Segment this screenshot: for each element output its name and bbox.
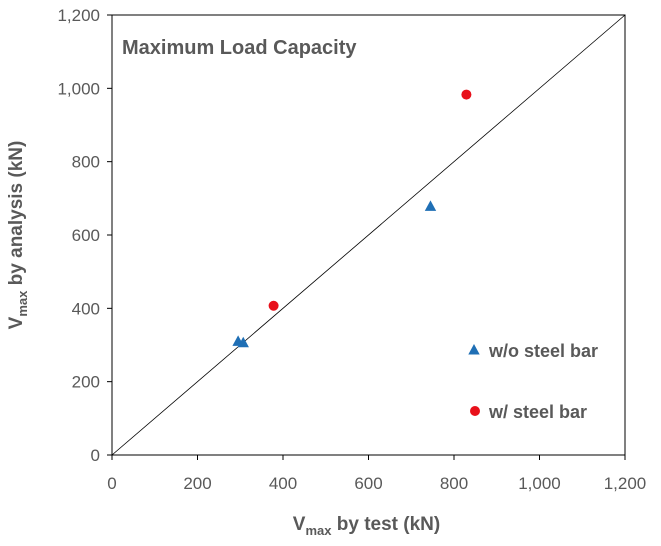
reference-line-1to1: [111, 14, 626, 456]
x-axis-title-subscript: max: [305, 523, 332, 538]
y-tick-label: 200: [72, 373, 100, 392]
legend-label-without-steel-bar: w/o steel bar: [488, 341, 598, 361]
legend-label-with-steel-bar: w/ steel bar: [488, 402, 587, 422]
x-tick-label: 1,200: [604, 474, 647, 493]
data-point-without-steel-bar: [424, 200, 437, 211]
y-tick-label: 0: [91, 446, 100, 465]
x-axis-title: Vmax by test (kN): [293, 514, 440, 538]
x-tick-label: 200: [183, 474, 211, 493]
x-axis-title-rest: by test (kN): [331, 514, 440, 535]
legend-marker-triangle: [468, 344, 480, 355]
x-tick-label: 600: [354, 474, 382, 493]
x-axis-title-main: V: [293, 514, 306, 535]
y-axis-title: Vmax by analysis (kN): [6, 141, 30, 330]
y-tick-label: 400: [72, 299, 100, 318]
x-tick-label: 400: [269, 474, 297, 493]
x-tick-label: 1,000: [518, 474, 561, 493]
y-axis-title-rest: by analysis (kN): [6, 141, 27, 291]
x-tick-label: 0: [107, 474, 116, 493]
y-tick-label: 1,000: [57, 79, 100, 98]
legend-marker-circle: [470, 406, 480, 416]
legend: w/o steel bar w/ steel bar: [468, 341, 598, 422]
y-axis-title-main: V: [6, 316, 27, 329]
data-point-without-steel-bar: [237, 336, 249, 348]
data-point-with-steel-bar: [461, 89, 472, 100]
x-tick-label: 800: [440, 474, 468, 493]
chart-title: Maximum Load Capacity: [122, 37, 357, 59]
y-tick-label: 600: [72, 226, 100, 245]
y-axis-title-subscript: max: [15, 290, 30, 317]
y-tick-label: 1,200: [57, 6, 100, 25]
y-tick-label: 800: [72, 153, 100, 172]
data-point-with-steel-bar: [268, 300, 279, 311]
